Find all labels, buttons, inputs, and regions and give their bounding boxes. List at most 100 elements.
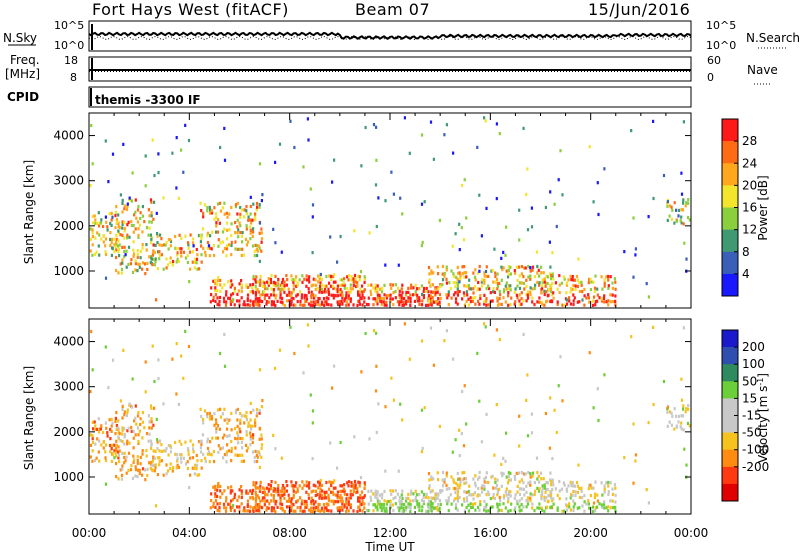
velocity-cell — [567, 484, 570, 488]
power-cell — [216, 288, 219, 293]
velocity-cell — [305, 480, 308, 484]
velocity-cell — [113, 449, 116, 453]
velocity-cell — [254, 418, 257, 422]
power-cell — [315, 299, 318, 303]
power-cell — [200, 209, 203, 213]
power-cell — [412, 293, 415, 297]
velocity-cell — [249, 424, 252, 428]
velocity-cell — [614, 493, 617, 497]
y-tick-label: 2000 — [53, 219, 84, 233]
velocity-cell — [583, 500, 586, 504]
power-cell — [238, 221, 241, 225]
velocity-cell — [283, 509, 286, 514]
velocity-cell — [272, 489, 275, 493]
power-cell — [219, 289, 222, 293]
power-cell — [121, 220, 124, 224]
power-cell — [273, 280, 276, 284]
power-cell — [91, 214, 94, 218]
power-cell — [632, 275, 635, 279]
velocity-cell — [212, 449, 215, 454]
power-cell — [479, 296, 482, 301]
velocity-cell — [215, 427, 218, 431]
velocity-cell — [358, 505, 361, 509]
power-cell — [360, 284, 364, 288]
power-cell — [210, 247, 213, 251]
velocity-cell — [525, 490, 528, 494]
velocity-cell — [258, 503, 261, 507]
velocity-cell — [680, 427, 683, 431]
velocity-cell — [380, 496, 384, 500]
power-cell — [249, 212, 252, 216]
velocity-cell — [341, 499, 344, 503]
velocity-cell — [214, 488, 217, 492]
power-cell — [576, 300, 579, 304]
velocity-cell — [343, 503, 346, 507]
power-cell — [477, 299, 480, 303]
power-cell — [114, 245, 117, 249]
power-cell — [351, 287, 354, 291]
velocity-cell — [478, 470, 481, 475]
velocity-cell — [416, 502, 419, 506]
velocity-cell — [526, 499, 529, 503]
velocity-cell — [162, 449, 166, 453]
velocity-cell — [132, 454, 135, 458]
power-cell — [204, 250, 207, 254]
power-cell — [270, 303, 273, 307]
velocity-cell — [557, 384, 560, 388]
velocity-cell — [189, 439, 192, 443]
power-cell — [270, 274, 273, 278]
velocity-cell — [522, 332, 525, 336]
power-cell — [264, 293, 267, 297]
power-cell — [141, 205, 144, 209]
velocity-cell — [540, 497, 543, 501]
velocity-cell — [141, 449, 144, 453]
power-cell — [164, 243, 167, 247]
velocity-cell — [593, 492, 597, 496]
velocity-cell — [458, 454, 461, 458]
power-cell — [258, 221, 262, 225]
velocity-cell — [376, 496, 379, 500]
power-cell — [246, 240, 250, 244]
colorbar-tick-label: -100 — [742, 443, 769, 457]
power-cell — [541, 302, 544, 306]
power-cell — [162, 196, 165, 200]
power-cell — [252, 274, 255, 279]
velocity-cell — [376, 499, 379, 503]
power-cell — [260, 199, 263, 203]
velocity-cell — [447, 496, 450, 500]
velocity-cell — [248, 509, 252, 513]
power-cell — [334, 294, 337, 298]
velocity-cell — [145, 432, 149, 436]
velocity-cell — [458, 496, 461, 500]
power-cell — [503, 288, 506, 292]
velocity-cell — [102, 446, 105, 450]
power-cell — [550, 284, 553, 288]
velocity-cell — [479, 500, 482, 504]
velocity-cell — [180, 460, 183, 464]
velocity-cell — [241, 437, 244, 441]
power-cell — [549, 265, 552, 269]
velocity-cell — [407, 496, 410, 500]
power-cell — [230, 293, 233, 297]
power-cell — [352, 277, 355, 281]
power-cell — [662, 173, 666, 178]
velocity-cell — [281, 493, 284, 498]
velocity-cell — [102, 430, 105, 435]
velocity-cell — [414, 489, 417, 493]
power-cell — [367, 303, 370, 307]
power-cell — [209, 300, 212, 304]
velocity-cell — [249, 496, 252, 500]
velocity-cell — [139, 462, 142, 466]
velocity-cell — [95, 427, 98, 431]
power-cell — [429, 303, 432, 307]
velocity-cell — [219, 447, 222, 451]
velocity-cell — [493, 496, 496, 500]
power-cell — [374, 183, 378, 187]
velocity-cell — [225, 450, 228, 454]
power-cell — [261, 284, 264, 289]
velocity-cell — [351, 493, 354, 497]
power-cell — [121, 245, 124, 249]
power-cell — [229, 300, 232, 304]
velocity-cell — [359, 493, 362, 498]
power-cell — [312, 283, 315, 287]
